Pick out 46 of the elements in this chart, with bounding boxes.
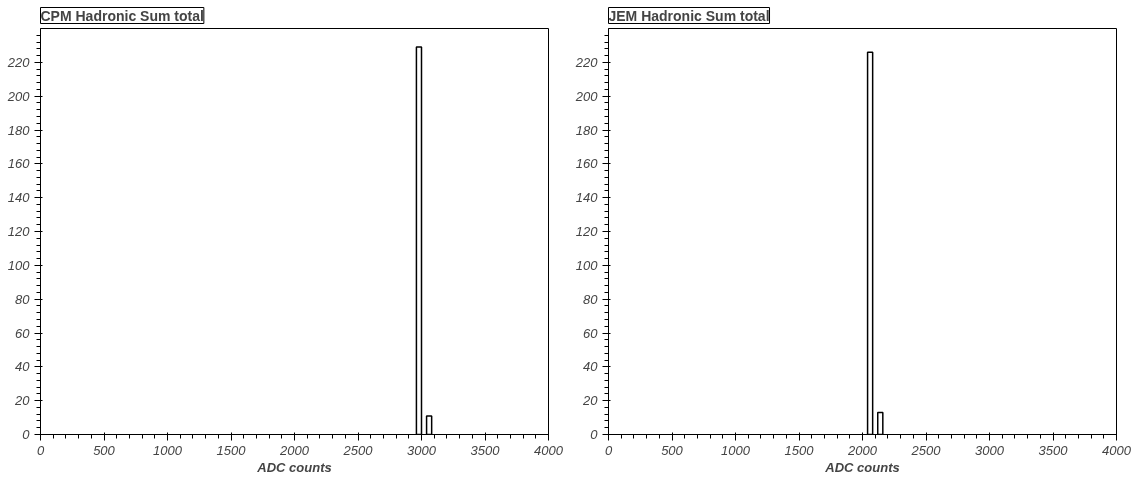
chart-title: JEM Hadronic Sum total (608, 7, 770, 24)
x-tick-label: 4000 (1102, 442, 1132, 458)
y-tick-label: 180 (575, 122, 599, 138)
y-tick-label: 100 (7, 257, 31, 273)
x-tick-label: 2500 (910, 442, 942, 458)
x-tick-label: 3500 (470, 442, 501, 458)
x-tick-label: 3000 (407, 442, 437, 458)
y-tick-label: 140 (575, 190, 599, 206)
y-tick-label: 80 (583, 291, 599, 307)
x-tick-label: 3000 (975, 442, 1005, 458)
x-tick-label: 500 (93, 442, 116, 458)
y-tick-label: 0 (22, 427, 31, 442)
y-tick-label: 20 (582, 393, 599, 409)
x-tick-label: 1500 (784, 442, 815, 458)
x-tick-label: 4000 (534, 442, 564, 458)
x-tick-label: 0 (604, 442, 613, 458)
x-tick-label: 1500 (216, 442, 247, 458)
y-tick-label: 20 (14, 393, 31, 409)
y-tick-label: 40 (583, 359, 599, 375)
y-tick-label: 160 (7, 156, 31, 172)
x-tick-label: 1000 (721, 442, 751, 458)
x-axis-title: ADC counts (256, 459, 332, 475)
y-tick-label: 100 (575, 257, 599, 273)
y-tick-label: 160 (575, 156, 599, 172)
y-tick-label: 80 (15, 291, 31, 307)
y-tick-label: 0 (590, 427, 599, 442)
x-tick-label: 3500 (1038, 442, 1069, 458)
y-tick-label: 220 (6, 54, 31, 70)
chart-title: CPM Hadronic Sum total (40, 7, 204, 24)
y-tick-label: 40 (15, 359, 31, 375)
y-tick-label: 180 (7, 122, 31, 138)
y-tick-label: 120 (7, 224, 31, 239)
x-tick-label: 2000 (847, 442, 878, 458)
x-tick-label: 1000 (153, 442, 183, 458)
y-tick-label: 60 (15, 325, 31, 341)
x-tick-label: 2000 (279, 442, 310, 458)
x-axis-title: ADC counts (824, 459, 900, 475)
y-tick-label: 140 (7, 190, 31, 206)
x-tick-label: 2500 (342, 442, 374, 458)
x-tick-label: 500 (661, 442, 684, 458)
x-tick-label: 0 (36, 442, 45, 458)
y-tick-label: 220 (574, 54, 599, 70)
y-tick-label: 200 (6, 88, 31, 104)
y-tick-label: 60 (583, 325, 599, 341)
y-tick-label: 120 (575, 224, 599, 239)
y-tick-label: 200 (574, 88, 599, 104)
